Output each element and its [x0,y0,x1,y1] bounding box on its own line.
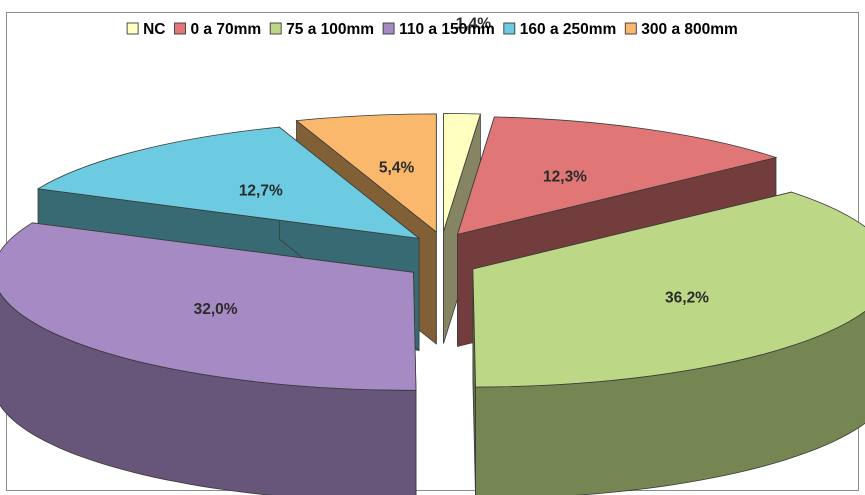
data-label-300-a-800mm: 5,4% [379,160,415,177]
legend-label-0-a-70mm: 0 a 70mm [191,21,262,38]
legend-swatch-160-a-250mm [503,22,516,35]
legend-item-0-a-70mm: 0 a 70mm [174,21,262,38]
legend-item-160-a-250mm: 160 a 250mm [503,21,617,38]
legend-item-300-a-800mm: 300 a 800mm [624,21,738,38]
legend-swatch-0-a-70mm [174,22,186,35]
slice-75-a-100mm [472,191,865,495]
data-label-75-a-100mm: 36,2% [665,289,709,306]
slice-top-300-a-800mm [295,113,437,233]
data-label-110-a-150mm: 32,0% [194,301,238,318]
legend-swatch-110-a-150mm [382,22,395,35]
slice-top-0-a-70mm [456,116,778,235]
slice-labels: 1,4% 12,3% 36,2% 32,0% 12,7% 5,4% [194,16,710,319]
slice-top-160-a-250mm [36,126,421,239]
legend-item-nc: NC [126,21,165,38]
legend-item-110-a-150mm: 110 a 150mm [382,21,495,38]
legend: NC 0 a 70mm 75 a 100mm 110 a 150mm 160 a 250… [126,21,738,38]
legend-swatch-300-a-800mm [624,22,637,35]
legend-label-nc: NC [143,21,165,38]
legend-label-160-a-250mm: 160 a 250mm [520,21,617,38]
data-label-160-a-250mm: 12,7% [239,183,283,200]
data-label-nc: 1,4% [456,16,492,33]
legend-item-75-a-100mm: 75 a 100mm [269,21,374,38]
legend-swatch-nc [126,22,139,35]
data-label-0-a-70mm: 12,3% [543,169,587,186]
slice-top-75-a-100mm [472,191,865,388]
legend-label-110-a-150mm: 110 a 150mm [399,21,495,38]
slices-layer [0,113,865,495]
legend-swatch-75-a-100mm [269,22,282,35]
slice-top-110-a-150mm [0,222,417,391]
legend-label-75-a-100mm: 75 a 100mm [286,21,374,38]
slice-top-nc [443,113,481,232]
slice-110-a-150mm [0,222,417,495]
legend-label-300-a-800mm: 300 a 800mm [641,21,738,38]
